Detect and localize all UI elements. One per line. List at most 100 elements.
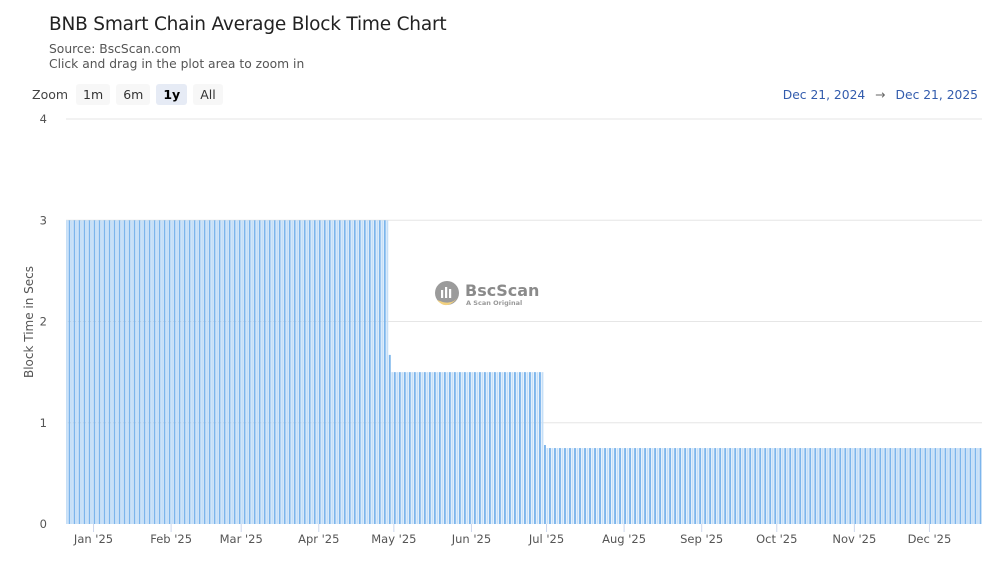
bar[interactable]: [508, 372, 511, 525]
bar[interactable]: [173, 220, 176, 524]
bar[interactable]: [128, 220, 131, 524]
bar[interactable]: [756, 448, 759, 524]
bar[interactable]: [268, 220, 271, 524]
bar[interactable]: [148, 220, 151, 524]
bar[interactable]: [624, 448, 627, 524]
bar[interactable]: [386, 220, 389, 524]
bar[interactable]: [636, 448, 639, 524]
bar[interactable]: [576, 448, 579, 524]
zoom-6m-button[interactable]: 6m: [116, 84, 151, 105]
bar[interactable]: [899, 448, 902, 524]
bar[interactable]: [488, 372, 491, 525]
bar[interactable]: [804, 448, 807, 524]
bar[interactable]: [889, 448, 892, 524]
bar[interactable]: [463, 372, 466, 525]
bar[interactable]: [674, 448, 677, 524]
bar[interactable]: [704, 448, 707, 524]
bar[interactable]: [493, 372, 496, 525]
bar[interactable]: [188, 220, 191, 524]
bar[interactable]: [771, 448, 774, 524]
bar[interactable]: [581, 448, 584, 524]
bar[interactable]: [233, 220, 236, 524]
bar[interactable]: [521, 372, 524, 525]
bar[interactable]: [101, 220, 103, 524]
bar[interactable]: [534, 372, 536, 525]
bar[interactable]: [423, 372, 426, 525]
bar[interactable]: [584, 448, 586, 524]
bar[interactable]: [751, 448, 754, 524]
bar[interactable]: [916, 448, 919, 524]
bar[interactable]: [939, 448, 942, 524]
bar[interactable]: [443, 372, 446, 525]
bar[interactable]: [701, 448, 704, 524]
bar[interactable]: [511, 372, 514, 525]
bar[interactable]: [141, 220, 143, 524]
bar[interactable]: [969, 448, 972, 524]
bar[interactable]: [591, 448, 594, 524]
bar[interactable]: [456, 372, 459, 525]
bar[interactable]: [273, 220, 276, 524]
bar[interactable]: [556, 448, 559, 524]
bar[interactable]: [859, 448, 862, 524]
bar[interactable]: [849, 448, 852, 524]
bar[interactable]: [714, 448, 717, 524]
bar[interactable]: [884, 448, 887, 524]
bar[interactable]: [879, 448, 882, 524]
bar[interactable]: [253, 220, 256, 524]
bar[interactable]: [281, 220, 284, 524]
bar[interactable]: [363, 220, 366, 524]
bar[interactable]: [846, 448, 849, 524]
bar[interactable]: [193, 220, 196, 524]
bar[interactable]: [483, 372, 486, 525]
bar[interactable]: [871, 448, 874, 524]
bar[interactable]: [428, 372, 431, 525]
bar[interactable]: [796, 448, 799, 524]
bar[interactable]: [741, 448, 744, 524]
bar[interactable]: [711, 448, 714, 524]
bar[interactable]: [681, 448, 684, 524]
bar[interactable]: [629, 448, 632, 524]
bar[interactable]: [78, 220, 81, 524]
bar[interactable]: [181, 220, 184, 524]
bar[interactable]: [361, 220, 364, 524]
bar[interactable]: [861, 448, 864, 524]
bar[interactable]: [536, 372, 539, 525]
bar[interactable]: [471, 372, 474, 525]
bar[interactable]: [731, 448, 734, 524]
bar[interactable]: [88, 220, 91, 524]
bar[interactable]: [413, 372, 416, 525]
bar[interactable]: [436, 372, 439, 525]
bar[interactable]: [311, 220, 314, 524]
bar[interactable]: [766, 448, 769, 524]
bar[interactable]: [126, 220, 128, 524]
bar[interactable]: [491, 372, 494, 525]
bar[interactable]: [318, 220, 321, 524]
bar[interactable]: [431, 372, 434, 525]
bar[interactable]: [158, 220, 161, 524]
bar[interactable]: [641, 448, 644, 524]
bar[interactable]: [481, 372, 484, 525]
bar[interactable]: [779, 448, 782, 524]
bar[interactable]: [426, 372, 429, 525]
bar[interactable]: [661, 448, 664, 524]
bar[interactable]: [398, 372, 401, 525]
bar[interactable]: [594, 448, 596, 524]
bar[interactable]: [338, 220, 341, 524]
bar[interactable]: [909, 448, 912, 524]
bar[interactable]: [801, 448, 804, 524]
bar[interactable]: [959, 448, 962, 524]
bar[interactable]: [183, 220, 186, 524]
bar[interactable]: [246, 220, 249, 524]
bar[interactable]: [203, 220, 206, 524]
bar[interactable]: [191, 220, 194, 524]
bar[interactable]: [506, 372, 509, 525]
bar[interactable]: [579, 448, 581, 524]
bar[interactable]: [654, 448, 657, 524]
bar[interactable]: [876, 448, 879, 524]
bar[interactable]: [263, 220, 266, 524]
bar[interactable]: [156, 220, 158, 524]
bar[interactable]: [143, 220, 146, 524]
bar[interactable]: [356, 220, 359, 524]
bar[interactable]: [919, 448, 922, 524]
bar[interactable]: [949, 448, 952, 524]
